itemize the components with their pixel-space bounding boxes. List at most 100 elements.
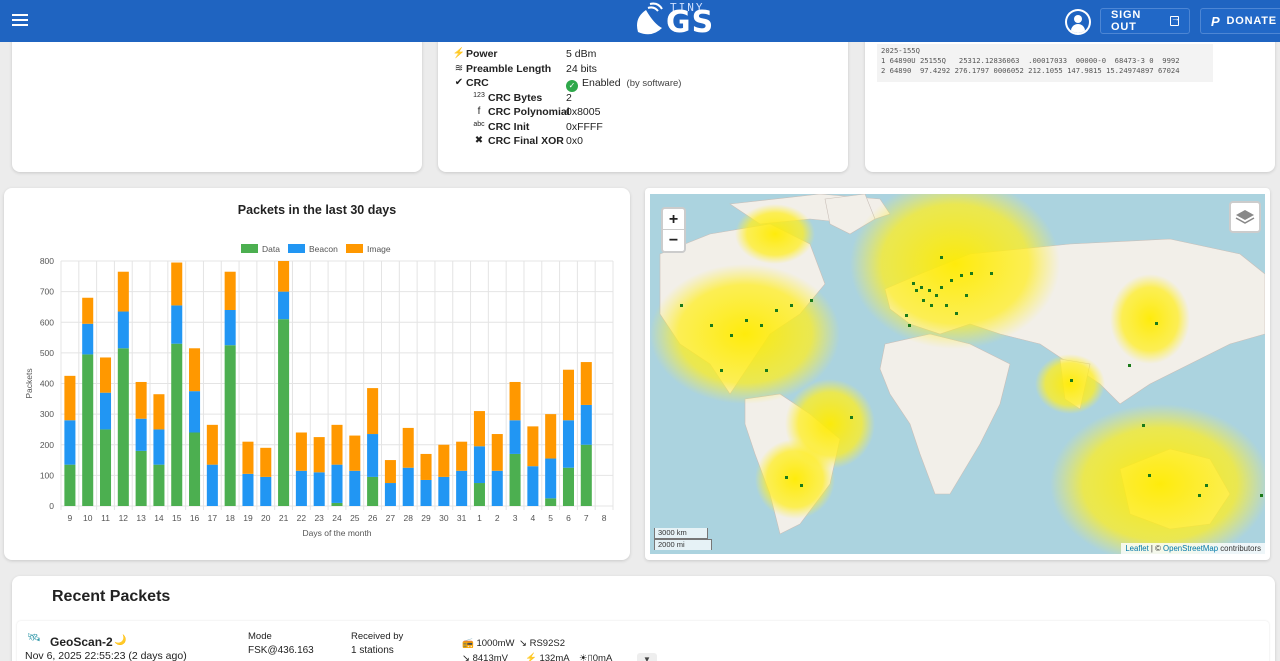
lora-config-card: ⚡ Power 5 dBm ≋ Preamble Length 24 bits ✔ CRC ✓ E… [438, 30, 848, 172]
tinygs-logo[interactable]: TINY GS [632, 0, 722, 42]
x-tick-label: 4 [531, 513, 536, 523]
account-avatar-icon[interactable] [1065, 9, 1091, 35]
bar-beacon [64, 420, 76, 465]
bar-beacon [367, 434, 379, 477]
bar-beacon [491, 470, 503, 506]
bar-image [135, 381, 147, 419]
x-tick-label: 26 [368, 513, 378, 523]
x-tick-label: 23 [314, 513, 324, 523]
bar-beacon [99, 392, 112, 430]
number-icon: 123 [473, 91, 485, 99]
layers-button[interactable] [1229, 201, 1261, 233]
bar-beacon [580, 404, 592, 445]
lora-row-value-text: 24 bits [566, 62, 597, 75]
bar-beacon [153, 429, 165, 465]
menu-icon[interactable] [10, 11, 30, 31]
tele-voltage-value: 8413mV [472, 653, 508, 661]
packet-satellite-name[interactable]: GeoScan-2 [50, 635, 113, 649]
telemetry-power: 📻 1000mW [462, 638, 515, 649]
bar-beacon [331, 464, 343, 503]
logo-small-text: TINY [670, 1, 705, 14]
bar-image [491, 434, 503, 471]
moon-icon: 🌙 [114, 635, 127, 646]
bar-beacon [82, 323, 94, 355]
bar-image [313, 437, 325, 473]
bar-data [278, 319, 290, 506]
x-tick-label: 10 [83, 513, 93, 523]
tle-line-0: 2025-155Q [881, 46, 920, 55]
lora-row-label: CRC Polynomial [488, 106, 570, 118]
world-map[interactable]: + − 3000 km 2000 mi Leaflet | © OpenStre… [650, 194, 1265, 554]
bar-data [509, 453, 521, 506]
donate-label: DONATE [1226, 15, 1277, 27]
verified-icon: ✔ [454, 77, 464, 88]
x-tick-label: 27 [386, 513, 396, 523]
tle-line-1: 1 64890U 25155Q 25312.12836063 .00017033… [881, 56, 1180, 65]
packets-chart-card: Packets in the last 30 days 0 100 200 300 40… [4, 188, 630, 560]
paypal-icon: P [1211, 13, 1221, 29]
layers-icon [1235, 210, 1255, 224]
zoom-out-button[interactable]: − [668, 232, 679, 249]
telemetry-voltage: ↘ 8413mV [462, 653, 508, 661]
bar-data [135, 450, 147, 506]
bar-beacon [206, 464, 218, 506]
x-tick-label: 20 [261, 513, 271, 523]
y-tick-label: 100 [40, 470, 54, 480]
lora-row-label: CRC Bytes [488, 91, 543, 104]
bar-beacon [438, 476, 450, 506]
scale-bar-mi: 2000 mi [654, 539, 712, 550]
chart-title: Packets in the last 30 days [237, 203, 397, 217]
x-tick-label: 9 [68, 513, 73, 523]
y-tick-label: 500 [40, 348, 54, 358]
telemetry-current: ⚡ 132mA [525, 653, 570, 661]
station-markers [680, 256, 1263, 497]
x-tick-label: 22 [297, 513, 307, 523]
lora-row-value-text: Enabled [582, 77, 621, 89]
received-value: 1 stations [351, 645, 394, 656]
bar-image [456, 441, 468, 471]
leaflet-link[interactable]: Leaflet [1125, 544, 1149, 553]
lora-row-note: (by software) [626, 78, 682, 89]
bar-image [99, 357, 112, 393]
map-card: + − 3000 km 2000 mi Leaflet | © OpenStre… [645, 188, 1270, 560]
telemetry-solar: ☀▯0mA [579, 653, 612, 661]
packet-row[interactable]: 🛰 GeoScan-2 🌙 Nov 6, 2025 22:55:23 (2 da… [17, 621, 1269, 661]
bar-image [260, 447, 272, 477]
bar-beacon [527, 466, 539, 506]
signal-icon: ≋ [454, 62, 464, 74]
logo-big-text: GS [666, 5, 715, 40]
bar-beacon [420, 479, 432, 506]
x-tick-label: 18 [225, 513, 235, 523]
bar-beacon [224, 310, 236, 346]
lora-row-value: 24 bits [566, 63, 597, 75]
x-tick-label: 11 [101, 513, 110, 523]
bar-data [171, 343, 183, 506]
scale-bar-km: 3000 km [654, 528, 708, 539]
expand-chevron-icon[interactable]: ▼ [637, 653, 657, 661]
bar-image [384, 460, 396, 484]
bar-data [82, 354, 94, 506]
y-axis-title: Packets [24, 368, 34, 398]
bar-image [367, 388, 379, 435]
x-tick-label: 24 [332, 513, 342, 523]
bar-image [242, 441, 254, 474]
x-axis-title: Days of the month [303, 528, 372, 538]
bar-image [171, 262, 183, 306]
bar-beacon [135, 418, 147, 451]
bar-image [295, 432, 307, 471]
bar-image [509, 381, 521, 421]
y-tick-label: 200 [40, 440, 54, 450]
bar-image [527, 426, 539, 467]
voltage-icon: ↘ [462, 653, 470, 661]
zoom-in-button[interactable]: + [663, 209, 684, 230]
bar-beacon [189, 391, 201, 433]
bar-data [473, 483, 485, 506]
sign-out-button[interactable]: SIGN OUT [1100, 8, 1190, 34]
donate-button[interactable]: P DONATE [1200, 8, 1280, 34]
bar-data [99, 429, 112, 506]
tle-line-2: 2 64890 97.4292 276.1797 0006052 212.105… [881, 66, 1180, 75]
osm-link[interactable]: OpenStreetMap [1163, 544, 1219, 553]
x-tick-label: 16 [190, 513, 200, 523]
function-icon: f [477, 106, 481, 117]
legend-swatch-image [346, 244, 363, 253]
